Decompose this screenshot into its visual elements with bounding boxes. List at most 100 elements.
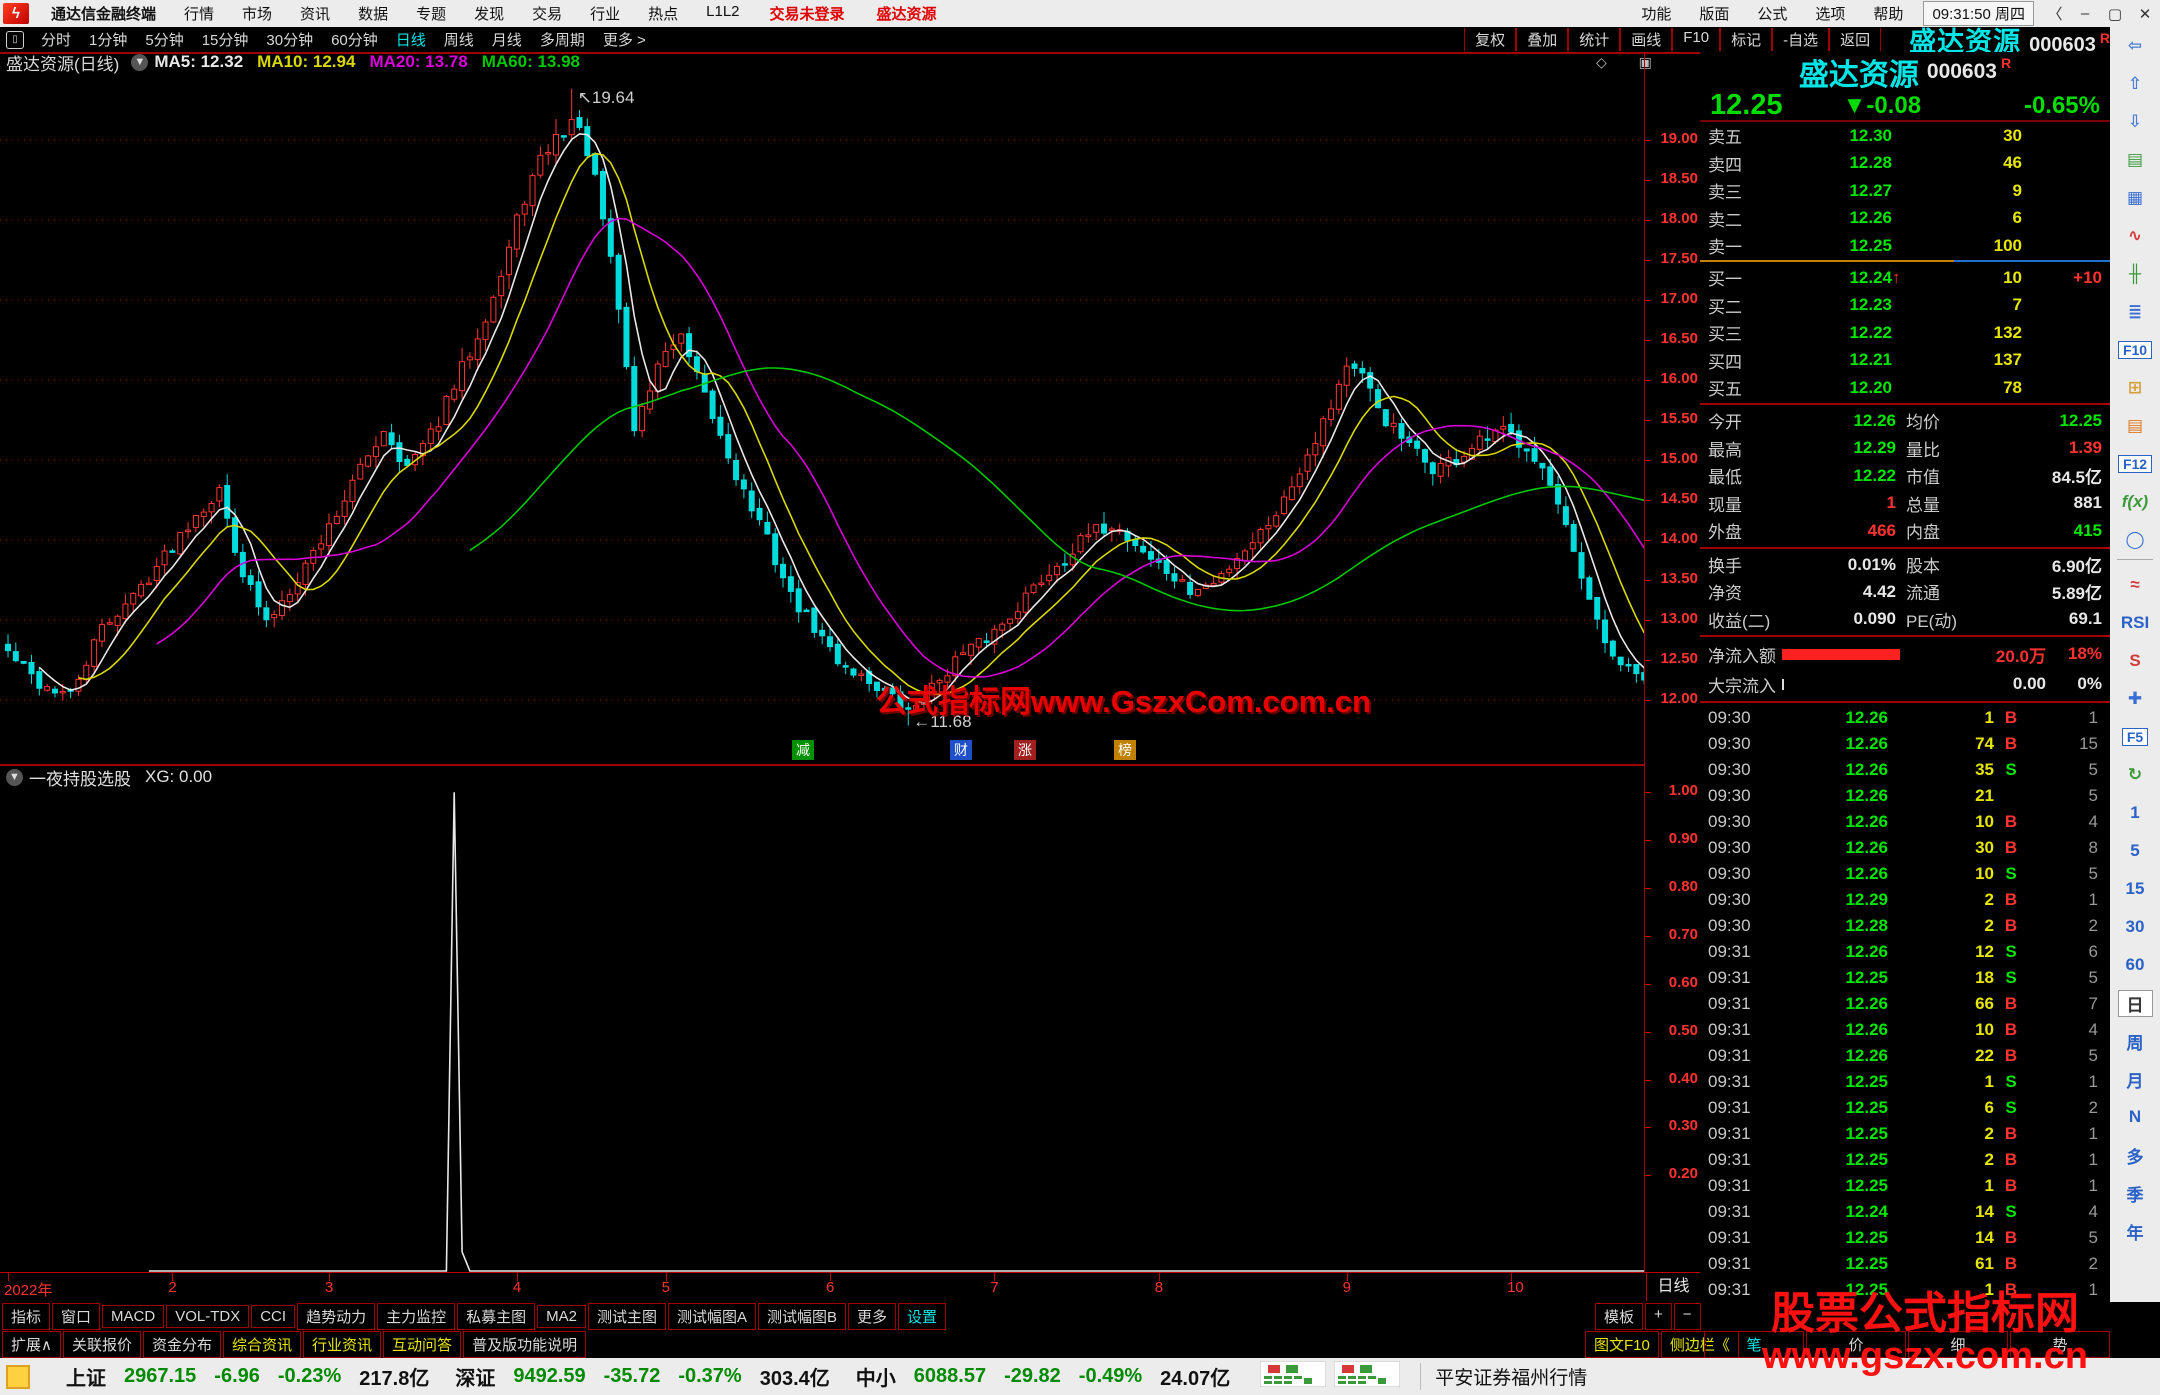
menu-item-选项[interactable]: 选项 xyxy=(1815,6,1846,23)
tick-row[interactable]: 09:31 12.25 2 B 1 xyxy=(1708,1147,2098,1173)
period-1min[interactable]: 1 xyxy=(2110,794,2160,832)
panel-tab-价[interactable]: 价 xyxy=(1806,1330,1906,1358)
tick-row[interactable]: 09:31 12.25 2 B 1 xyxy=(1708,1121,2098,1147)
event-marker-榜[interactable]: 榜 xyxy=(1114,740,1136,760)
tick-row[interactable]: 09:31 12.25 6 S 2 xyxy=(1708,1095,2098,1121)
period-quarter[interactable]: 季 xyxy=(2110,1174,2160,1212)
period-30min[interactable]: 30 xyxy=(2110,908,2160,946)
period-月线[interactable]: 月线 xyxy=(491,32,522,49)
structure-icon[interactable]: ⊞ xyxy=(2110,369,2160,407)
tick-row[interactable]: 09:31 12.26 10 B 4 xyxy=(1708,1017,2098,1043)
buy-level-1[interactable]: 买一 12.24 ↑ 10 +10 xyxy=(1708,264,2102,291)
period-更多 >[interactable]: 更多 > xyxy=(602,32,646,49)
sell-level-5[interactable]: 卖五 12.30 30 xyxy=(1708,122,2102,149)
tab-指标[interactable]: 指标 xyxy=(2,1302,51,1330)
period-5min[interactable]: 5 xyxy=(2110,832,2160,870)
back-arrow-icon[interactable]: ⇦ xyxy=(2110,27,2160,65)
period-分时[interactable]: 分时 xyxy=(41,32,72,49)
menu-item-帮助[interactable]: 帮助 xyxy=(1873,6,1904,23)
move-tool-icon[interactable]: ✚ xyxy=(2110,680,2160,718)
tab-窗口[interactable]: 窗口 xyxy=(52,1302,101,1330)
event-marker-财[interactable]: 财 xyxy=(950,740,972,760)
login-status[interactable]: 交易未登录 xyxy=(769,6,845,23)
grid-report-icon[interactable]: ▦ xyxy=(2110,179,2160,217)
tick-row[interactable]: 09:30 12.26 21 5 xyxy=(1708,783,2098,809)
button-侧边栏《[interactable]: 侧边栏《 xyxy=(1660,1330,1739,1358)
menu-item-专题[interactable]: 专题 xyxy=(416,6,447,23)
tab-关联报价[interactable]: 关联报价 xyxy=(62,1330,141,1358)
minimize-button[interactable]: – xyxy=(2080,5,2090,22)
s-indicator-button[interactable]: S xyxy=(2110,642,2160,680)
layout-icon[interactable]: ▯ xyxy=(6,30,24,49)
tick-row[interactable]: 09:30 12.29 2 B 1 xyxy=(1708,887,2098,913)
tab-VOL-TDX[interactable]: VOL-TDX xyxy=(166,1304,250,1328)
stock-shortcut[interactable]: 盛达资源 xyxy=(876,6,937,23)
formula-icon[interactable]: f(x) xyxy=(2110,483,2160,521)
f12-button[interactable]: F12 xyxy=(2110,445,2160,483)
tick-row[interactable]: 09:31 12.25 61 B 2 xyxy=(1708,1251,2098,1277)
period-15min[interactable]: 15 xyxy=(2110,870,2160,908)
buy-level-5[interactable]: 买五 12.20 78 xyxy=(1708,374,2102,401)
indicator-chart[interactable] xyxy=(0,788,1644,1272)
tick-row[interactable]: 09:30 12.28 2 B 2 xyxy=(1708,913,2098,939)
period-month[interactable]: 月 xyxy=(2110,1060,2160,1098)
tab-私募主图[interactable]: 私募主图 xyxy=(457,1302,536,1330)
chart-corner-icons[interactable]: ◇ ▣ xyxy=(1596,54,1666,70)
period-60分钟[interactable]: 60分钟 xyxy=(331,32,378,49)
up-arrow-icon[interactable]: ⇧ xyxy=(2110,65,2160,103)
menu-item-市场[interactable]: 市场 xyxy=(242,6,273,23)
period-日线[interactable]: 日线 xyxy=(395,32,426,49)
sell-level-2[interactable]: 卖二 12.26 6 xyxy=(1708,205,2102,232)
oval-tool-icon[interactable]: ◯ xyxy=(2110,521,2160,559)
button-+[interactable]: + xyxy=(1645,1302,1672,1330)
tick-row[interactable]: 09:30 12.26 30 B 8 xyxy=(1708,835,2098,861)
action--自选[interactable]: -自选 xyxy=(1772,28,1830,51)
menu-item-数据[interactable]: 数据 xyxy=(358,6,389,23)
tab-MACD[interactable]: MACD xyxy=(102,1304,165,1328)
trend-line-icon[interactable]: ∿ xyxy=(2110,217,2160,255)
close-button[interactable]: ✕ xyxy=(2138,5,2152,23)
button-图文F10[interactable]: 图文F10 xyxy=(1585,1330,1659,1358)
tab-设置[interactable]: 设置 xyxy=(898,1302,947,1330)
period-1分钟[interactable]: 1分钟 xyxy=(89,32,128,49)
kline-icon[interactable]: ╫ xyxy=(2110,255,2160,293)
period-30分钟[interactable]: 30分钟 xyxy=(266,32,314,49)
tick-row[interactable]: 09:30 12.26 10 B 4 xyxy=(1708,809,2098,835)
action-叠加[interactable]: 叠加 xyxy=(1516,28,1569,51)
tick-row[interactable]: 09:30 12.26 74 B 15 xyxy=(1708,731,2098,757)
event-marker-涨[interactable]: 涨 xyxy=(1014,740,1036,760)
action-标记[interactable]: 标记 xyxy=(1720,28,1773,51)
buy-level-4[interactable]: 买四 12.21 137 xyxy=(1708,347,2102,374)
tick-row[interactable]: 09:30 12.26 35 S 5 xyxy=(1708,757,2098,783)
down-arrow-icon[interactable]: ⇩ xyxy=(2110,103,2160,141)
tick-row[interactable]: 09:30 12.26 1 B 1 xyxy=(1708,705,2098,731)
document-icon[interactable]: ▤ xyxy=(2110,407,2160,445)
tab-测试幅图B[interactable]: 测试幅图B xyxy=(757,1302,846,1330)
rsi-button[interactable]: RSI xyxy=(2110,604,2160,642)
tick-row[interactable]: 09:31 12.25 18 S 5 xyxy=(1708,965,2098,991)
tick-row[interactable]: 09:31 12.26 12 S 6 xyxy=(1708,939,2098,965)
market-status-icon[interactable] xyxy=(6,1364,30,1389)
back-button[interactable]: 〈 xyxy=(2047,6,2063,23)
tab-测试主图[interactable]: 测试主图 xyxy=(587,1302,666,1330)
menu-item-发现[interactable]: 发现 xyxy=(474,6,505,23)
menu-item-交易[interactable]: 交易 xyxy=(532,6,563,23)
period-multi[interactable]: 多 xyxy=(2110,1136,2160,1174)
period-15分钟[interactable]: 15分钟 xyxy=(201,32,249,49)
buy-level-3[interactable]: 买三 12.22 132 xyxy=(1708,319,2102,346)
period-5分钟[interactable]: 5分钟 xyxy=(145,32,184,49)
period-week[interactable]: 周 xyxy=(2110,1022,2160,1060)
menu-item-热点[interactable]: 热点 xyxy=(648,6,679,23)
tab-测试幅图A[interactable]: 测试幅图A xyxy=(667,1302,756,1330)
menu-item-L1L2[interactable]: L1L2 xyxy=(706,3,740,20)
tab-行业资讯[interactable]: 行业资讯 xyxy=(303,1330,382,1358)
period-day[interactable]: 日 xyxy=(2110,984,2160,1022)
tab-综合资讯[interactable]: 综合资讯 xyxy=(223,1330,302,1358)
tab-普及版功能说明[interactable]: 普及版功能说明 xyxy=(463,1330,587,1358)
f10-button[interactable]: F10 xyxy=(2110,331,2160,369)
panel-tab-势[interactable]: 势 xyxy=(2010,1330,2110,1358)
panel-tab-细[interactable]: 细 xyxy=(1908,1330,2008,1358)
action-画线[interactable]: 画线 xyxy=(1620,28,1673,51)
menu-item-功能[interactable]: 功能 xyxy=(1641,6,1672,23)
tick-row[interactable]: 09:31 12.25 1 S 1 xyxy=(1708,1069,2098,1095)
